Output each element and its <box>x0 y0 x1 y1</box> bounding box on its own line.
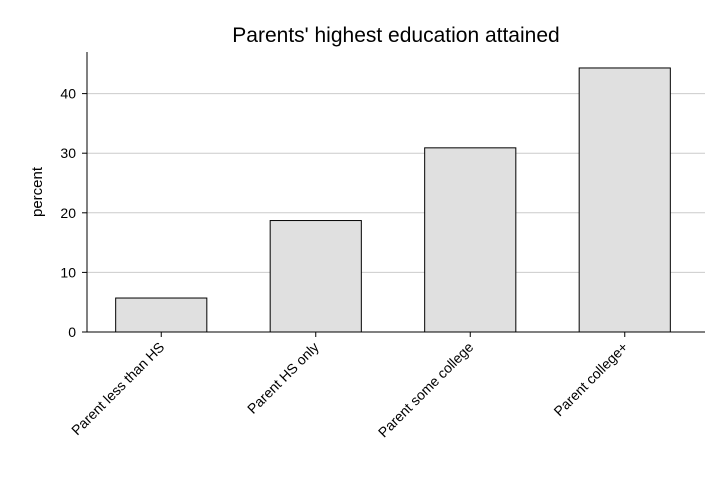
x-ticks: Parent less than HS Parent HS only Parent … <box>68 332 631 440</box>
y-axis-title: percent <box>29 166 46 217</box>
y-tick-label: 0 <box>68 324 76 340</box>
bar <box>424 147 517 333</box>
bar <box>578 67 671 333</box>
x-tick-label: Parent college+ <box>550 339 630 419</box>
bars <box>115 67 671 333</box>
y-tick-label: 10 <box>60 264 76 280</box>
bar <box>115 297 208 333</box>
y-tick-label: 20 <box>60 205 76 221</box>
y-tick-label: 30 <box>60 145 76 161</box>
y-tick-label: 40 <box>60 86 76 102</box>
y-ticks: 0 10 20 30 40 <box>60 86 87 340</box>
x-tick-label: Parent some college <box>375 339 477 441</box>
bar <box>269 220 362 333</box>
x-tick-label: Parent less than HS <box>68 339 167 438</box>
chart-title: Parents' highest education attained <box>232 24 559 47</box>
x-tick-label: Parent HS only <box>244 339 322 417</box>
